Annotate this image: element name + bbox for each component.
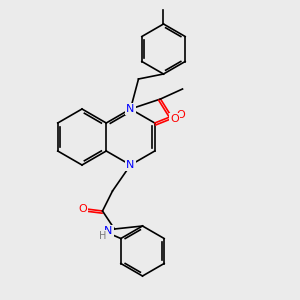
Text: N: N	[104, 226, 113, 236]
Text: N: N	[126, 160, 135, 170]
Text: O: O	[78, 204, 87, 214]
Text: N: N	[126, 104, 135, 114]
Text: O: O	[170, 114, 179, 124]
Text: H: H	[99, 231, 106, 241]
Text: O: O	[176, 110, 185, 120]
